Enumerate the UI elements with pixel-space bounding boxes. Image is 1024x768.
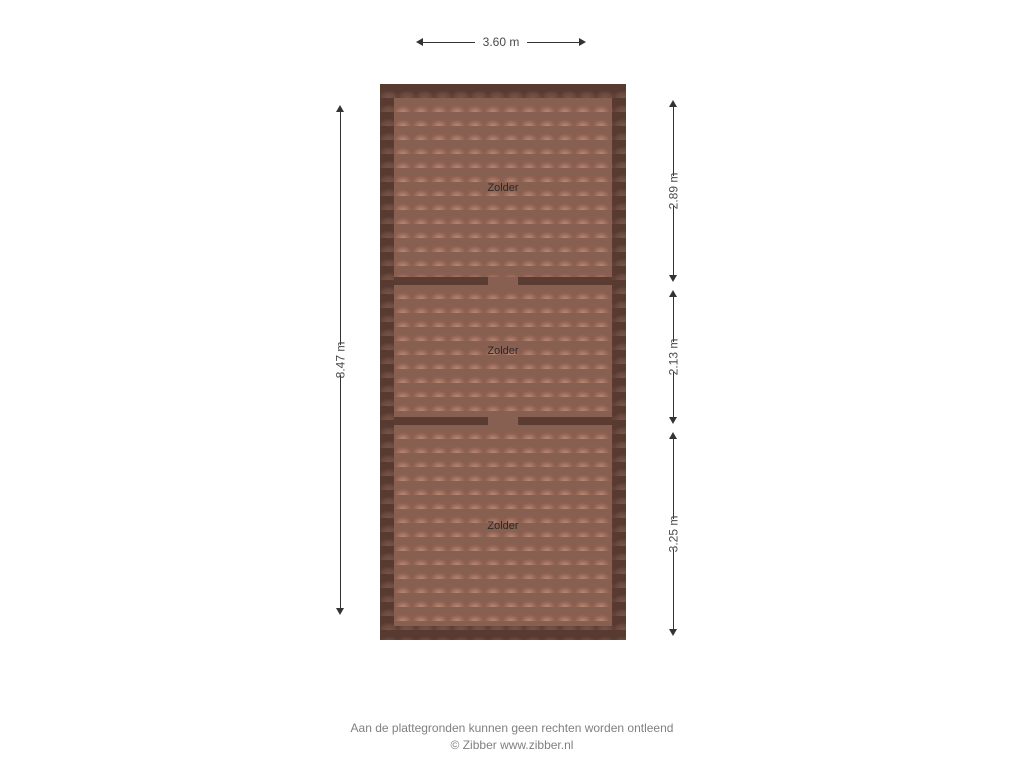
floorplan-canvas: 3.60 m 8.47 m 2.89 m 2.13 m 3.25 m xyxy=(0,0,1024,768)
dimension-right-1: 2.89 m xyxy=(666,100,680,282)
dimension-top-label: 3.60 m xyxy=(475,35,528,49)
arrow-up-icon xyxy=(669,432,677,439)
roof-outer-wall: Zolder Zolder Zolder xyxy=(380,84,626,640)
dimension-right-3: 3.25 m xyxy=(666,432,680,636)
roof-section-3: Zolder xyxy=(394,425,612,626)
arrow-down-icon xyxy=(669,275,677,282)
arrow-down-icon xyxy=(669,629,677,636)
dimension-left: 8.47 m xyxy=(333,105,347,615)
roof-divider-1 xyxy=(394,277,612,285)
dimension-right-2: 2.13 m xyxy=(666,290,680,424)
dimension-right-1-label: 2.89 m xyxy=(658,173,688,210)
dimension-left-label: 8.47 m xyxy=(325,342,355,379)
footer-disclaimer: Aan de plattegronden kunnen geen rechten… xyxy=(0,720,1024,754)
room-label-3: Zolder xyxy=(487,520,518,532)
room-label-1: Zolder xyxy=(487,182,518,194)
arrow-down-icon xyxy=(336,608,344,615)
roof-section-2: Zolder xyxy=(394,285,612,417)
arrow-right-icon xyxy=(579,38,586,46)
dimension-right-3-label: 3.25 m xyxy=(658,516,688,553)
arrow-up-icon xyxy=(336,105,344,112)
arrow-down-icon xyxy=(669,417,677,424)
room-label-2: Zolder xyxy=(487,345,518,357)
footer-line-2: © Zibber www.zibber.nl xyxy=(0,737,1024,754)
roof-interior: Zolder Zolder Zolder xyxy=(394,98,612,626)
dimension-top: 3.60 m xyxy=(416,35,586,49)
dimension-right-2-label: 2.13 m xyxy=(658,339,688,376)
arrow-left-icon xyxy=(416,38,423,46)
arrow-up-icon xyxy=(669,290,677,297)
roof-section-1: Zolder xyxy=(394,98,612,277)
footer-line-1: Aan de plattegronden kunnen geen rechten… xyxy=(0,720,1024,737)
roof-divider-2 xyxy=(394,417,612,425)
arrow-up-icon xyxy=(669,100,677,107)
